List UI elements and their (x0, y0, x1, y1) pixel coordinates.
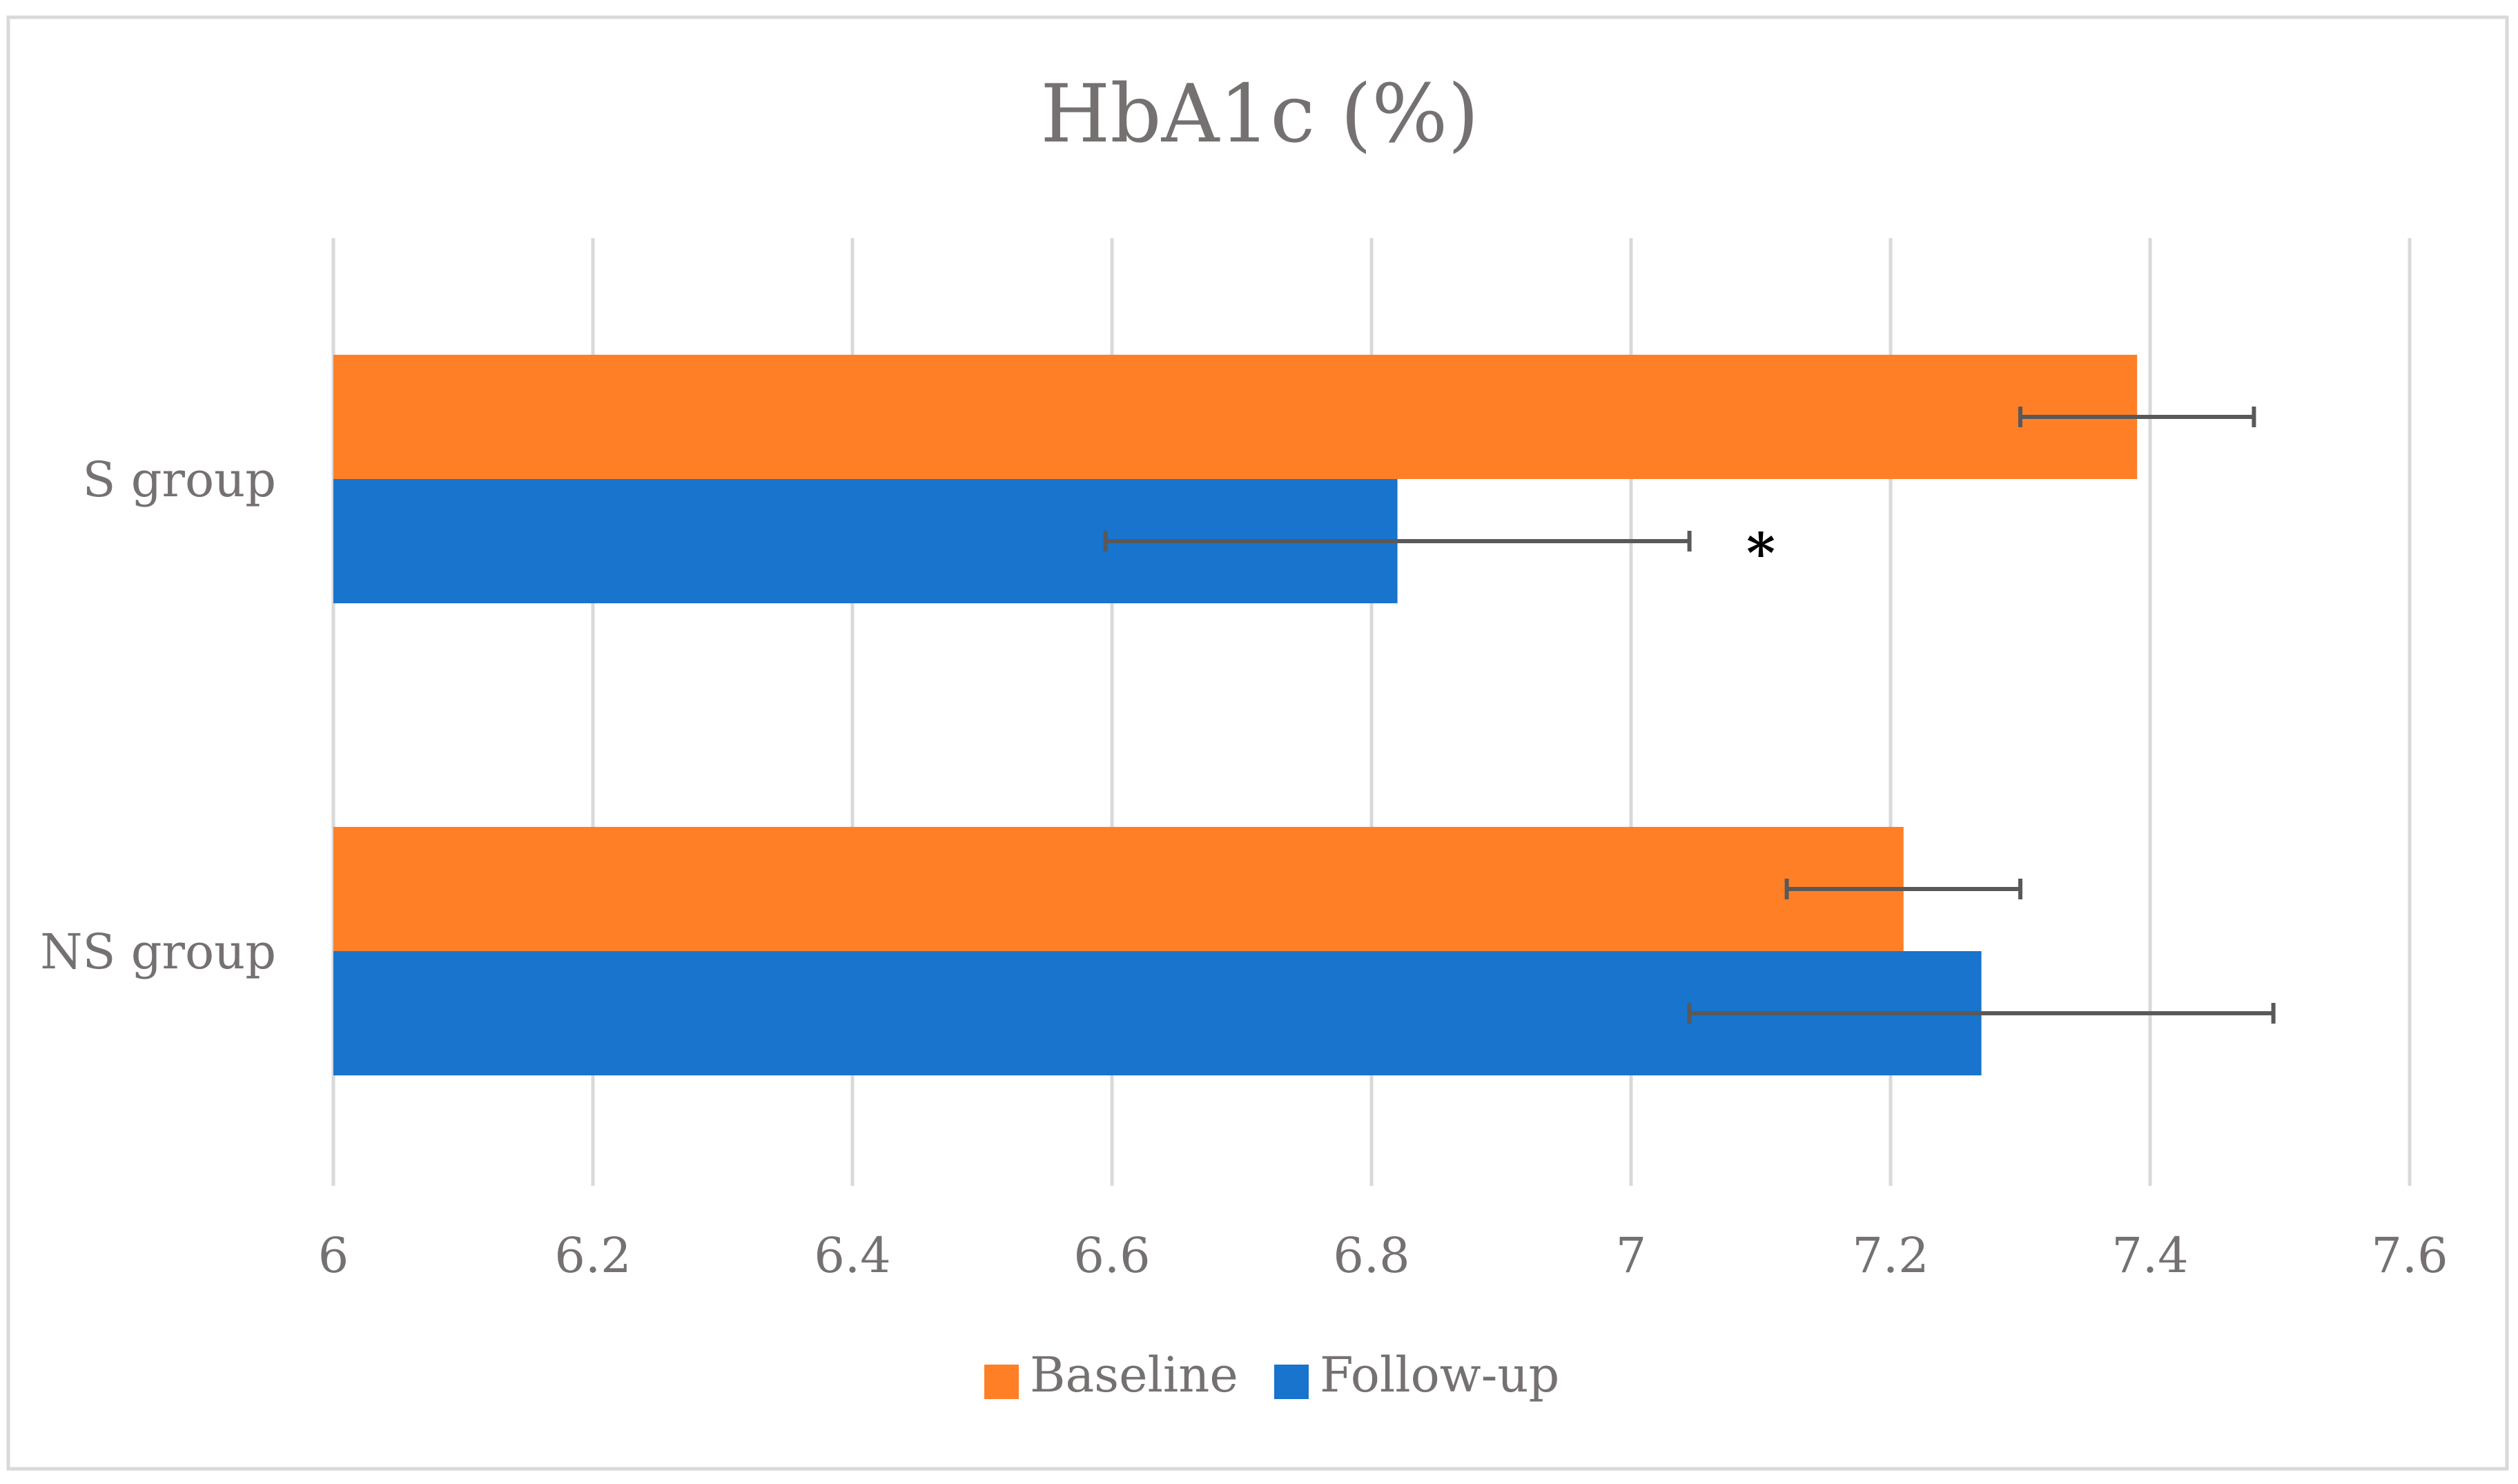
category-label-s-group: S group (82, 451, 276, 508)
x-tick-label-6: 6 (318, 1227, 349, 1284)
x-tick-label-6-6: 6.6 (1073, 1227, 1150, 1284)
category-labels: S group NS group (40, 451, 276, 980)
legend: Baseline Follow-up (984, 1347, 1559, 1403)
bar-ns-group-baseline (333, 827, 1904, 951)
x-tick-label-7-2: 7.2 (1852, 1227, 1929, 1284)
x-tick-label-6-8: 6.8 (1333, 1227, 1409, 1284)
error-bars (1103, 407, 2276, 1024)
legend-swatch-baseline (984, 1365, 1019, 1399)
x-tick-label-7-4: 7.4 (2111, 1227, 2188, 1284)
bars (333, 355, 2138, 1075)
legend-label-follow-up: Follow-up (1320, 1347, 1559, 1403)
legend-label-baseline: Baseline (1030, 1347, 1238, 1403)
x-tick-label-6-2: 6.2 (554, 1227, 631, 1284)
x-tick-label-6-4: 6.4 (814, 1227, 890, 1284)
chart-border (6, 15, 2509, 1471)
chart-title: HbA1c (%) (1040, 68, 1479, 161)
category-label-ns-group: NS group (40, 924, 276, 980)
x-tick-label-7: 7 (1616, 1227, 1647, 1284)
x-tick-label-7-6: 7.6 (2371, 1227, 2448, 1284)
significance-asterisk: * (1746, 520, 1775, 585)
x-axis-tick-labels: 6 6.2 6.4 6.6 6.8 7 7.2 7.4 7.6 (318, 1227, 2448, 1284)
annotations: * (1746, 520, 1775, 585)
legend-swatch-follow-up (1274, 1365, 1309, 1399)
bar-s-group-baseline (333, 355, 2138, 479)
